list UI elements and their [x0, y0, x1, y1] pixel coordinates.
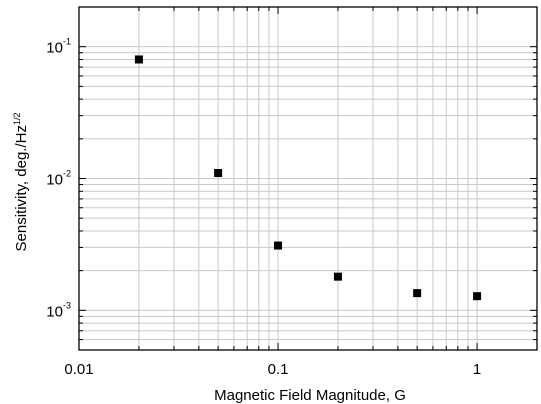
y-tick-label: 10-2 — [46, 169, 71, 189]
y-axis-title: Sensitivity, deg./Hz1/2 — [12, 113, 30, 252]
x-tick-label: 0.01 — [64, 361, 93, 378]
y-tick-label-exp: -3 — [63, 300, 71, 310]
y-tick-label: 10-3 — [46, 300, 71, 320]
x-tick-label: 1 — [473, 361, 481, 378]
data-point — [274, 241, 283, 250]
y-tick-label-base: 10 — [46, 303, 63, 320]
data-point — [473, 292, 482, 301]
data-point — [333, 272, 342, 281]
y-tick-label-exp: -2 — [63, 169, 71, 179]
y-tick-label-base: 10 — [46, 40, 63, 57]
data-point — [413, 289, 422, 298]
y-axis-title-main: Sensitivity, deg./Hz — [13, 125, 30, 251]
x-axis-title: Magnetic Field Magnitude, G — [214, 387, 406, 404]
tick-labels: 0.01 0.1 110-110-210-3 — [46, 37, 481, 378]
y-tick-label-exp: -1 — [63, 37, 71, 47]
data-point — [214, 169, 223, 178]
axis-ticks — [78, 6, 538, 351]
y-tick-label-base: 10 — [46, 172, 63, 189]
y-axis-title-sup: 1/2 — [12, 113, 22, 126]
grid-lines — [78, 6, 538, 351]
x-tick-label: 0.1 — [268, 361, 289, 378]
data-points — [134, 55, 482, 301]
data-point — [134, 55, 143, 64]
y-tick-label: 10-1 — [46, 37, 71, 57]
